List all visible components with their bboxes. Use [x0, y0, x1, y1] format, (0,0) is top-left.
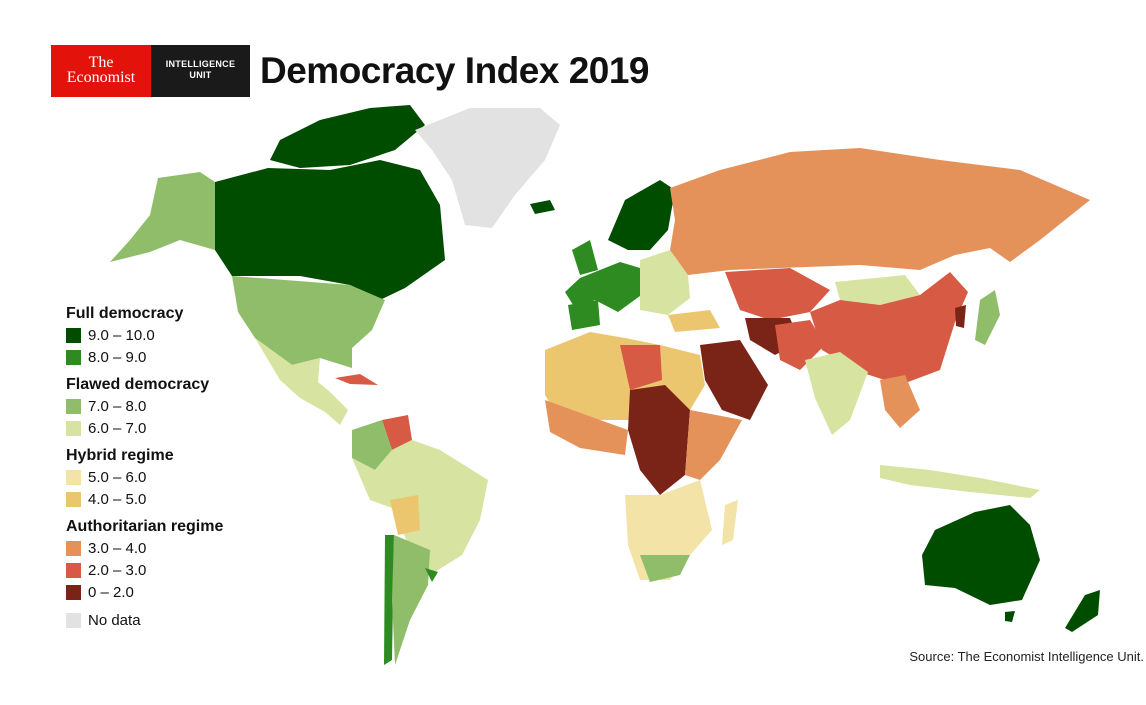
legend-item: 6.0 – 7.0	[66, 417, 286, 439]
legend-heading: Hybrid regime	[66, 447, 174, 464]
legend-label: 4.0 – 5.0	[88, 490, 147, 508]
region-greenland	[415, 108, 560, 228]
legend-group-authoritarian-regime: Authoritarian regime 3.0 – 4.0 2.0 – 3.0…	[66, 516, 286, 603]
region-argentina	[392, 535, 430, 665]
region-western-europe	[565, 262, 640, 312]
legend-label: No data	[88, 611, 141, 629]
region-saudi-arabia	[700, 340, 768, 420]
region-libya	[620, 345, 662, 390]
legend-item: 7.0 – 8.0	[66, 395, 286, 417]
region-north-korea	[955, 305, 966, 328]
legend-heading: Flawed democracy	[66, 376, 210, 393]
region-west-africa	[545, 400, 628, 455]
legend-swatch	[66, 540, 81, 556]
region-afghanistan-pakistan	[775, 320, 825, 370]
legend-item: 5.0 – 6.0	[66, 466, 286, 488]
legend-swatch	[66, 420, 81, 436]
region-venezuela	[382, 415, 412, 450]
legend-item: 0 – 2.0	[66, 581, 286, 603]
region-southeast-asia	[880, 375, 920, 428]
legend-group-hybrid-regime: Hybrid regime 5.0 – 6.0 4.0 – 5.0	[66, 445, 286, 510]
legend-group-no-data: No data	[66, 609, 286, 631]
region-usa	[232, 276, 385, 368]
region-iceland	[530, 200, 555, 214]
legend-label: 9.0 – 10.0	[88, 326, 155, 344]
legend-item: 9.0 – 10.0	[66, 324, 286, 346]
intelligence-unit-logo: INTELLIGENCE UNIT	[151, 45, 250, 97]
legend-label: 5.0 – 6.0	[88, 468, 147, 486]
legend-item: 4.0 – 5.0	[66, 488, 286, 510]
legend-item: 8.0 – 9.0	[66, 346, 286, 368]
legend-swatch	[66, 612, 81, 628]
logo-text-unit: UNIT	[189, 70, 212, 80]
region-colombia	[352, 420, 392, 470]
legend-group-full-democracy: Full democracy 9.0 – 10.0 8.0 – 9.0	[66, 303, 286, 368]
legend-swatch	[66, 327, 81, 343]
region-uruguay	[425, 568, 438, 582]
region-eastern-europe	[640, 250, 690, 315]
region-indonesia	[880, 465, 1040, 498]
logo-text-economist: Economist	[66, 69, 136, 86]
legend-swatch	[66, 584, 81, 600]
region-india	[805, 352, 868, 435]
region-alaska	[110, 172, 215, 262]
legend-heading: Full democracy	[66, 305, 184, 322]
page-title: Democracy Index 2019	[260, 50, 650, 91]
region-japan	[975, 290, 1000, 345]
region-russia	[670, 148, 1090, 275]
logo-text-intelligence: INTELLIGENCE	[165, 59, 236, 69]
legend-label: 0 – 2.0	[88, 583, 134, 601]
legend-swatch	[66, 398, 81, 414]
region-south-africa	[640, 555, 690, 582]
economist-logo: The Economist	[51, 45, 151, 97]
source-note: Source: The Economist Intelligence Unit.	[909, 649, 1144, 664]
region-new-zealand	[1065, 590, 1100, 632]
region-cuba	[335, 374, 378, 385]
region-china	[810, 272, 968, 385]
legend-label: 3.0 – 4.0	[88, 539, 147, 557]
region-bolivia	[390, 495, 420, 535]
legend-swatch	[66, 491, 81, 507]
region-mexico-central-america	[255, 338, 348, 425]
region-uk-ireland	[572, 240, 598, 275]
region-canada-arctic-islands	[270, 105, 425, 168]
region-east-africa	[685, 410, 742, 480]
legend-swatch	[66, 562, 81, 578]
legend-item: 2.0 – 3.0	[66, 559, 286, 581]
legend-item: 3.0 – 4.0	[66, 537, 286, 559]
region-central-asia	[725, 268, 830, 320]
legend-swatch	[66, 349, 81, 365]
legend-item: No data	[66, 609, 286, 631]
legend-heading: Authoritarian regime	[66, 518, 224, 535]
legend-label: 7.0 – 8.0	[88, 397, 147, 415]
legend-label: 8.0 – 9.0	[88, 348, 147, 366]
region-south-america-north	[352, 440, 488, 575]
legend-label: 2.0 – 3.0	[88, 561, 147, 579]
region-canada	[215, 160, 445, 300]
region-madagascar	[722, 500, 738, 545]
region-chile	[384, 535, 394, 665]
region-tasmania	[1005, 611, 1015, 622]
region-turkey	[668, 310, 720, 332]
legend-group-flawed-democracy: Flawed democracy 7.0 – 8.0 6.0 – 7.0	[66, 374, 286, 439]
legend: Full democracy 9.0 – 10.0 8.0 – 9.0 Flaw…	[66, 303, 286, 637]
region-iberia	[568, 300, 600, 330]
region-central-africa	[628, 385, 690, 495]
legend-swatch	[66, 469, 81, 485]
logo-text-the: The	[88, 54, 114, 71]
legend-label: 6.0 – 7.0	[88, 419, 147, 437]
region-australia	[922, 505, 1040, 605]
region-scandinavia	[608, 180, 675, 250]
region-mongolia	[835, 275, 920, 305]
